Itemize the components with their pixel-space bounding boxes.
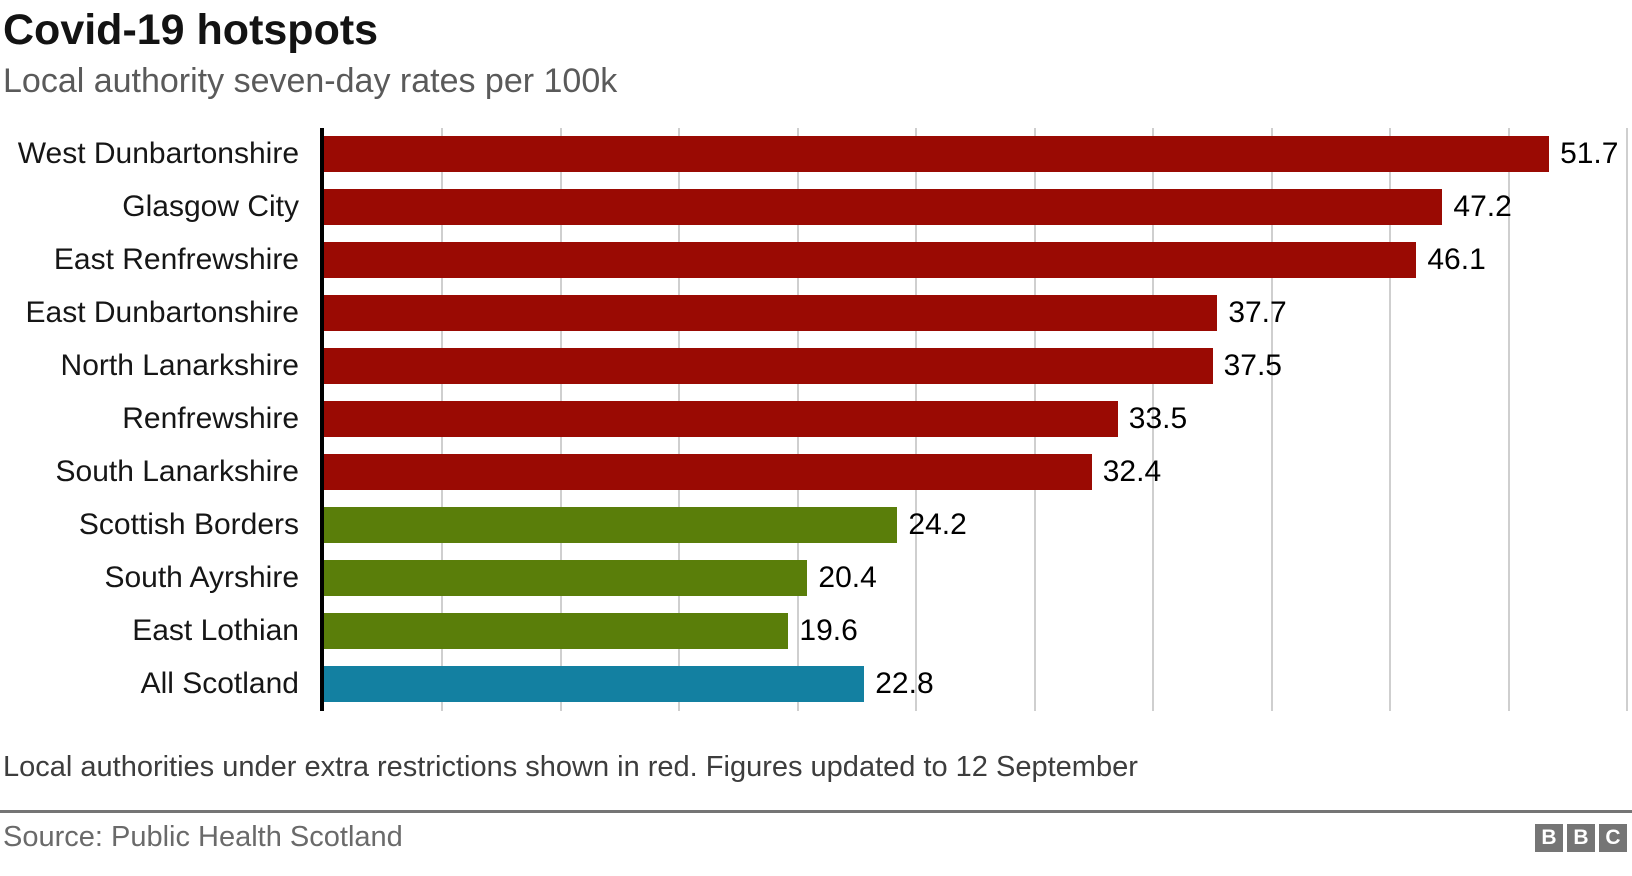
value-label: 22.8 xyxy=(875,667,934,701)
plot-cell: 37.5 xyxy=(324,340,1632,393)
bar-row: East Lothian 19.6 xyxy=(0,605,1632,658)
value-label: 47.2 xyxy=(1453,190,1512,224)
value-label: 32.4 xyxy=(1102,455,1162,489)
bar-restricted xyxy=(324,242,1417,279)
value-label: 20.4 xyxy=(818,561,877,595)
plot-cell: 51.7 xyxy=(324,128,1632,181)
plot-cell: 22.8 xyxy=(324,658,1632,711)
bar-normal xyxy=(324,507,898,544)
plot-cell: 33.5 xyxy=(324,393,1632,446)
gridline xyxy=(1270,127,1273,711)
bar-row: East Renfrewshire 46.1 xyxy=(0,234,1632,287)
value-label: 46.1 xyxy=(1427,243,1486,277)
bar-row: Scottish Borders 24.2 xyxy=(0,499,1632,552)
value-label: 37.7 xyxy=(1228,296,1287,330)
bbc-logo-letter: B xyxy=(1535,823,1563,852)
chart-subtitle: Local authority seven-day rates per 100k xyxy=(3,62,618,101)
divider-line xyxy=(0,809,1632,813)
category-label: South Lanarkshire xyxy=(55,455,300,489)
gridline xyxy=(1389,127,1392,711)
bar-restricted xyxy=(324,401,1118,438)
plot-cell: 32.4 xyxy=(324,446,1632,499)
chart-title: Covid-19 hotspots xyxy=(3,6,379,54)
bar-row: Renfrewshire 33.5 xyxy=(0,393,1632,446)
source-text: Source: Public Health Scotland xyxy=(3,820,403,853)
bar-row: West Dunbartonshire 51.7 xyxy=(0,128,1632,181)
gridline xyxy=(1626,127,1629,711)
plot-cell: 24.2 xyxy=(324,499,1632,552)
value-label: 37.5 xyxy=(1223,349,1282,383)
category-label: North Lanarkshire xyxy=(60,349,299,383)
bar-normal xyxy=(324,560,808,597)
bar-all_scotland xyxy=(324,666,865,703)
category-label: Scottish Borders xyxy=(78,508,299,542)
value-label: 51.7 xyxy=(1560,137,1619,171)
bar-rows: West Dunbartonshire 51.7 Glasgow City 47.2 E… xyxy=(0,128,1632,711)
bar-restricted xyxy=(324,348,1213,385)
category-label: East Lothian xyxy=(132,614,299,648)
bbc-logo-letter: C xyxy=(1599,823,1627,852)
plot-cell: 37.7 xyxy=(324,287,1632,340)
category-label: East Renfrewshire xyxy=(53,243,299,277)
category-label: All Scotland xyxy=(140,667,299,701)
category-label: West Dunbartonshire xyxy=(17,137,299,171)
y-axis-line xyxy=(320,127,324,711)
bar-row: East Dunbartonshire 37.7 xyxy=(0,287,1632,340)
gridline xyxy=(1507,127,1510,711)
bar-restricted xyxy=(324,189,1443,226)
bar-restricted xyxy=(324,454,1092,491)
bar-restricted xyxy=(324,136,1550,173)
value-label: 24.2 xyxy=(908,508,967,542)
plot-cell: 47.2 xyxy=(324,181,1632,234)
bar-row: South Ayrshire 20.4 xyxy=(0,552,1632,605)
bar-restricted xyxy=(324,295,1218,332)
category-label: East Dunbartonshire xyxy=(25,296,300,330)
plot-cell: 46.1 xyxy=(324,234,1632,287)
category-label: Glasgow City xyxy=(122,190,299,224)
category-label: Renfrewshire xyxy=(122,402,299,436)
plot-cell: 20.4 xyxy=(324,552,1632,605)
plot-cell: 19.6 xyxy=(324,605,1632,658)
bar-row: North Lanarkshire 37.5 xyxy=(0,340,1632,393)
bar-chart: West Dunbartonshire 51.7 Glasgow City 47.2 E… xyxy=(0,127,1632,711)
gridline xyxy=(1152,127,1155,711)
bar-row: Glasgow City 47.2 xyxy=(0,181,1632,234)
category-label: South Ayrshire xyxy=(104,561,299,595)
bar-row: South Lanarkshire 32.4 xyxy=(0,446,1632,499)
value-label: 33.5 xyxy=(1128,402,1188,436)
bar-normal xyxy=(324,613,789,650)
bar-row: All Scotland 22.8 xyxy=(0,658,1632,711)
chart-footnote: Local authorities under extra restrictio… xyxy=(3,750,1138,783)
value-label: 19.6 xyxy=(799,614,858,648)
bbc-logo-letter: B xyxy=(1567,823,1595,852)
